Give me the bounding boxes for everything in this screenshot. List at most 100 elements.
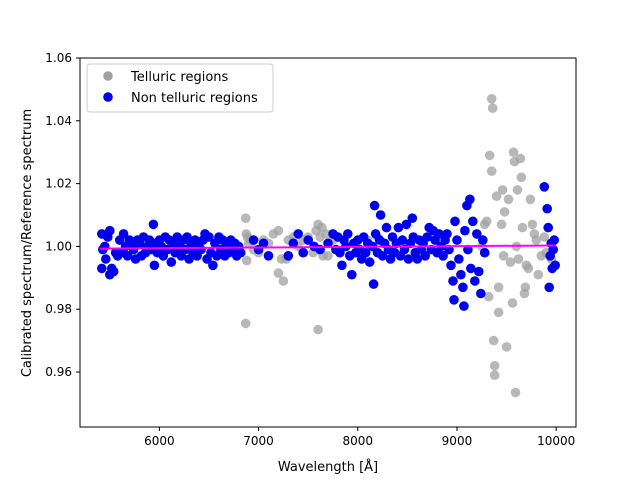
data-point xyxy=(321,229,331,239)
data-point xyxy=(493,282,504,293)
data-point xyxy=(240,318,251,329)
data-point xyxy=(412,254,423,264)
data-point xyxy=(122,251,133,261)
data-point xyxy=(360,247,371,258)
data-point xyxy=(548,244,558,255)
data-point xyxy=(401,219,412,230)
data-point xyxy=(298,247,309,258)
data-point xyxy=(487,103,498,113)
data-point xyxy=(364,257,375,267)
data-point xyxy=(459,301,469,311)
data-point xyxy=(523,263,534,274)
fit-line-layer xyxy=(99,244,557,250)
data-point xyxy=(446,260,456,271)
data-point xyxy=(510,387,521,398)
y-tick-label: 1.04 xyxy=(45,114,72,128)
data-point xyxy=(533,269,544,280)
x-tick-label: 8000 xyxy=(342,434,373,448)
plot-frame xyxy=(79,57,577,428)
data-point xyxy=(381,222,392,233)
data-point xyxy=(454,254,464,264)
data-point xyxy=(241,255,252,266)
x-tick-label: 6000 xyxy=(144,434,175,448)
fit-line xyxy=(99,244,557,250)
x-ticks: 6000 7000 8000 9000 10000 xyxy=(144,427,575,448)
legend: Telluric regions Non telluric regions xyxy=(86,63,274,113)
data-point xyxy=(258,238,269,249)
data-point xyxy=(407,213,418,223)
data-point xyxy=(263,251,274,261)
data-point xyxy=(463,244,473,255)
data-point xyxy=(403,254,414,264)
data-point xyxy=(539,182,550,192)
x-axis-label: Wavelength [Å] xyxy=(278,459,378,475)
data-point xyxy=(489,361,500,371)
data-point xyxy=(448,276,458,286)
data-point xyxy=(460,225,470,236)
data-point xyxy=(479,247,490,258)
data-point xyxy=(486,166,497,176)
data-point xyxy=(539,232,550,242)
data-point xyxy=(393,222,404,233)
data-point xyxy=(483,291,494,302)
data-point xyxy=(472,229,482,239)
data-point xyxy=(476,288,486,299)
data-point xyxy=(474,266,484,277)
data-point xyxy=(481,216,492,227)
legend-marker-telluric xyxy=(103,71,113,81)
data-point xyxy=(323,251,333,261)
data-point xyxy=(507,298,518,308)
data-point xyxy=(450,216,460,227)
data-point xyxy=(343,229,353,239)
data-point xyxy=(149,260,160,271)
data-point xyxy=(278,276,289,286)
data-point xyxy=(465,194,475,205)
data-point xyxy=(527,219,538,230)
y-tick-label: 0.96 xyxy=(45,365,72,379)
data-point xyxy=(449,295,459,305)
data-point xyxy=(543,222,553,233)
data-point xyxy=(100,241,110,252)
data-point xyxy=(470,276,480,286)
data-point xyxy=(544,282,554,293)
data-point xyxy=(196,244,206,255)
data-point xyxy=(478,235,488,245)
data-point xyxy=(337,260,347,271)
data-point xyxy=(542,203,552,214)
legend-label-telluric: Telluric regions xyxy=(130,70,229,85)
data-point xyxy=(293,229,304,239)
data-point xyxy=(97,263,107,274)
data-point xyxy=(118,229,129,239)
data-point xyxy=(323,238,333,249)
data-point xyxy=(496,219,507,230)
data-point xyxy=(508,147,519,157)
data-point xyxy=(458,282,468,293)
data-point xyxy=(273,268,284,278)
data-point xyxy=(240,213,251,223)
data-point xyxy=(512,185,523,195)
data-point xyxy=(438,251,448,261)
data-point xyxy=(248,235,259,245)
data-point xyxy=(531,235,542,245)
data-point xyxy=(456,269,466,280)
y-axis-label: Calibrated spectrum/Reference spectrum xyxy=(20,109,35,377)
data-point xyxy=(452,235,462,245)
data-point xyxy=(273,225,284,236)
data-point xyxy=(497,185,508,195)
y-ticks: 0.96 0.98 1.00 1.02 1.04 1.06 xyxy=(45,51,80,379)
x-tick-label: 9000 xyxy=(442,434,473,448)
data-point xyxy=(442,229,452,239)
data-point xyxy=(525,194,536,205)
data-point xyxy=(491,191,502,201)
x-tick-label: 10000 xyxy=(537,434,575,448)
legend-label-non-telluric: Non telluric regions xyxy=(131,91,258,106)
data-point xyxy=(549,235,559,245)
data-point xyxy=(105,225,115,236)
data-point xyxy=(368,279,379,289)
data-point xyxy=(516,172,527,183)
data-point xyxy=(505,257,516,267)
data-point xyxy=(108,266,119,277)
data-point xyxy=(375,210,386,220)
data-point xyxy=(503,194,514,205)
